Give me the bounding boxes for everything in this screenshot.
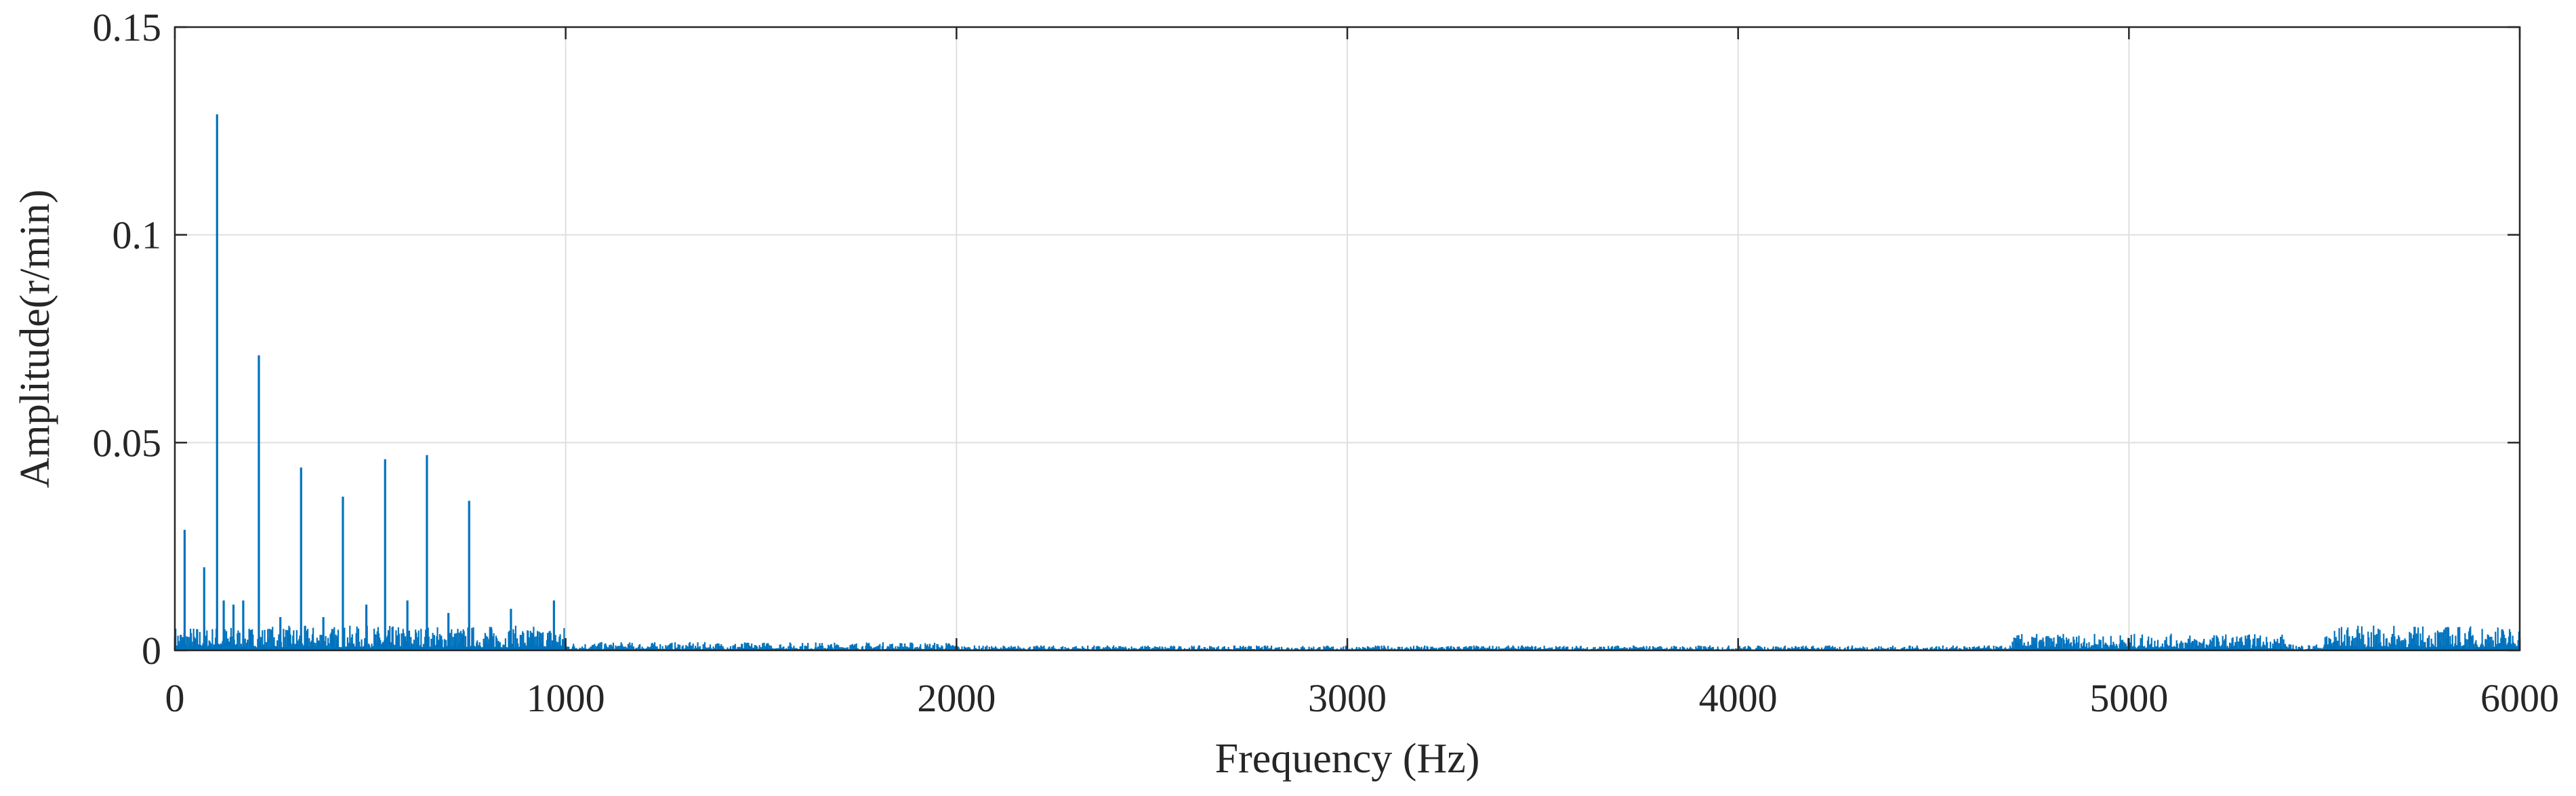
axis-ticks (173, 26, 2521, 652)
x-tick-label: 4000 (1699, 676, 1778, 720)
y-tick-label: 0.1 (113, 213, 162, 257)
x-tick-label: 5000 (2089, 676, 2168, 720)
y-tick-label: 0.05 (93, 421, 162, 465)
y-tick-label: 0 (142, 629, 161, 673)
x-tick-label: 0 (165, 676, 185, 720)
x-axis-label: Frequency (Hz) (1215, 736, 1480, 782)
x-tick-label: 2000 (917, 676, 996, 720)
x-tick-label: 3000 (1308, 676, 1387, 720)
y-tick-labels: 0 0.05 0.1 0.15 (93, 5, 162, 673)
y-tick-label: 0.15 (93, 5, 162, 49)
x-tick-labels: 0 1000 2000 3000 4000 5000 6000 (165, 676, 2560, 720)
grid-lines (175, 27, 2520, 650)
x-tick-label: 6000 (2480, 676, 2559, 720)
x-tick-label: 1000 (527, 676, 605, 720)
y-axis-label: Amplitude(r/min) (12, 190, 58, 488)
